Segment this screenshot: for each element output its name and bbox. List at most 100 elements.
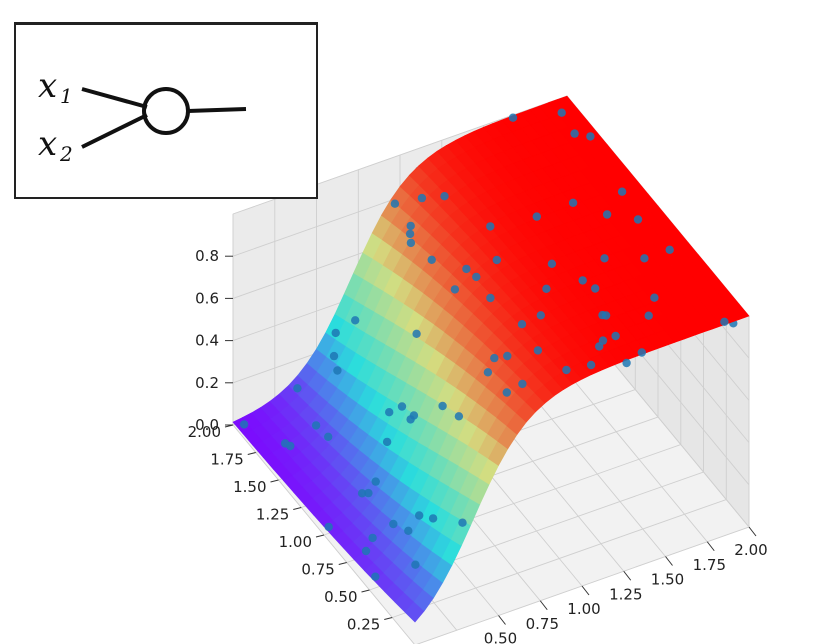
scatter-point xyxy=(650,293,659,302)
z-tick-label: 0.4 xyxy=(195,332,219,350)
scatter-point xyxy=(428,514,438,523)
scatter-point xyxy=(397,402,407,411)
scatter-point xyxy=(578,276,587,285)
scatter-point xyxy=(371,572,380,581)
scatter-point xyxy=(503,351,512,361)
scatter-point xyxy=(406,238,416,248)
scatter-point xyxy=(371,477,380,486)
x-tick-mark xyxy=(539,600,548,611)
z-tick-label: 0.8 xyxy=(195,247,219,265)
scatter-point xyxy=(329,351,339,361)
scatter-point xyxy=(542,284,551,293)
scatter-point xyxy=(490,353,499,363)
x-tick-mark xyxy=(581,585,590,596)
x-tick-mark xyxy=(706,541,715,552)
scatter-point xyxy=(483,368,493,377)
scatter-point xyxy=(440,192,449,201)
scatter-point xyxy=(562,365,571,375)
scatter-point xyxy=(364,488,373,498)
y-tick-mark xyxy=(361,589,370,593)
scatter-point xyxy=(568,198,578,207)
scatter-point xyxy=(517,320,527,329)
x-tick-label: 1.25 xyxy=(609,585,642,603)
x-tick-label: 1.50 xyxy=(651,571,684,589)
y-tick-label: 0.25 xyxy=(347,616,380,634)
scatter-point xyxy=(405,229,415,239)
input-label-x1: x xyxy=(38,66,57,106)
scatter-point xyxy=(382,437,392,447)
scatter-point xyxy=(508,113,518,122)
y-tick-label: 1.75 xyxy=(210,451,243,469)
neuron-inset: x 1 x 2 xyxy=(14,22,318,199)
scatter-point xyxy=(600,254,609,263)
scatter-point xyxy=(450,285,460,294)
scatter-point xyxy=(311,421,321,430)
scatter-point xyxy=(389,519,398,529)
scatter-point xyxy=(462,264,471,274)
scatter-point xyxy=(385,408,394,417)
scatter-point xyxy=(518,379,527,389)
scatter-point xyxy=(720,317,729,326)
scatter-point xyxy=(586,360,596,370)
scatter-point xyxy=(351,316,360,325)
scatter-point xyxy=(417,193,427,203)
scatter-point xyxy=(617,187,627,196)
x-tick-label: 2.00 xyxy=(734,541,767,559)
scatter-point xyxy=(536,311,545,320)
x-tick-label: 1.75 xyxy=(693,556,726,574)
surface-patch xyxy=(729,303,750,320)
scatter-point xyxy=(640,254,649,263)
x-tick-label: 0.75 xyxy=(526,615,559,633)
scatter-point xyxy=(390,199,400,208)
scatter-point xyxy=(665,245,674,254)
scatter-point xyxy=(602,210,612,219)
scatter-point xyxy=(637,348,646,357)
neuron-diagram: x 1 x 2 xyxy=(38,66,247,166)
y-tick-label: 0.75 xyxy=(301,561,334,579)
scatter-point xyxy=(633,215,643,224)
z-tick-label: 0.6 xyxy=(195,289,219,307)
scatter-point xyxy=(361,546,371,556)
scatter-point xyxy=(492,255,501,265)
x-tick-mark xyxy=(623,570,632,581)
x-tick-mark xyxy=(498,615,506,625)
scatter-point xyxy=(324,432,333,441)
input-label-x1-subscript: 1 xyxy=(60,84,73,108)
scatter-point xyxy=(591,284,600,293)
y-tick-mark xyxy=(384,617,393,620)
scatter-point xyxy=(293,384,302,393)
scatter-point xyxy=(454,412,464,421)
x-tick-mark xyxy=(665,556,673,566)
y-tick-mark xyxy=(315,534,325,538)
z-tick-label: 0.2 xyxy=(195,374,219,392)
scatter-point xyxy=(406,415,415,424)
scatter-point xyxy=(502,388,511,397)
scatter-point xyxy=(533,346,543,355)
y-tick-mark xyxy=(293,507,302,510)
scatter-point xyxy=(412,329,421,338)
y-tick-label: 0.50 xyxy=(324,588,357,606)
y-tick-mark xyxy=(247,452,256,455)
scatter-point xyxy=(486,293,495,303)
scatter-point xyxy=(415,511,424,520)
scatter-point xyxy=(438,401,447,411)
scatter-point xyxy=(644,311,653,320)
scatter-point xyxy=(472,272,481,282)
scatter-point xyxy=(324,522,333,532)
scatter-point xyxy=(357,489,367,498)
scatter-point xyxy=(622,358,631,368)
scatter-point xyxy=(331,328,340,338)
scatter-point xyxy=(406,221,415,231)
input-edge-1 xyxy=(81,87,148,109)
input-label-x2-subscript: 2 xyxy=(59,142,73,166)
x-tick-label: 1.00 xyxy=(567,600,600,618)
scatter-point xyxy=(458,518,467,527)
scatter-point xyxy=(532,212,541,221)
scatter-point xyxy=(570,129,579,138)
output-edge xyxy=(187,107,247,113)
scatter-point xyxy=(368,533,377,543)
y-tick-label: 2.00 xyxy=(188,423,221,441)
y-tick-mark xyxy=(270,479,279,483)
z-tick-label: 0.0 xyxy=(195,416,219,434)
